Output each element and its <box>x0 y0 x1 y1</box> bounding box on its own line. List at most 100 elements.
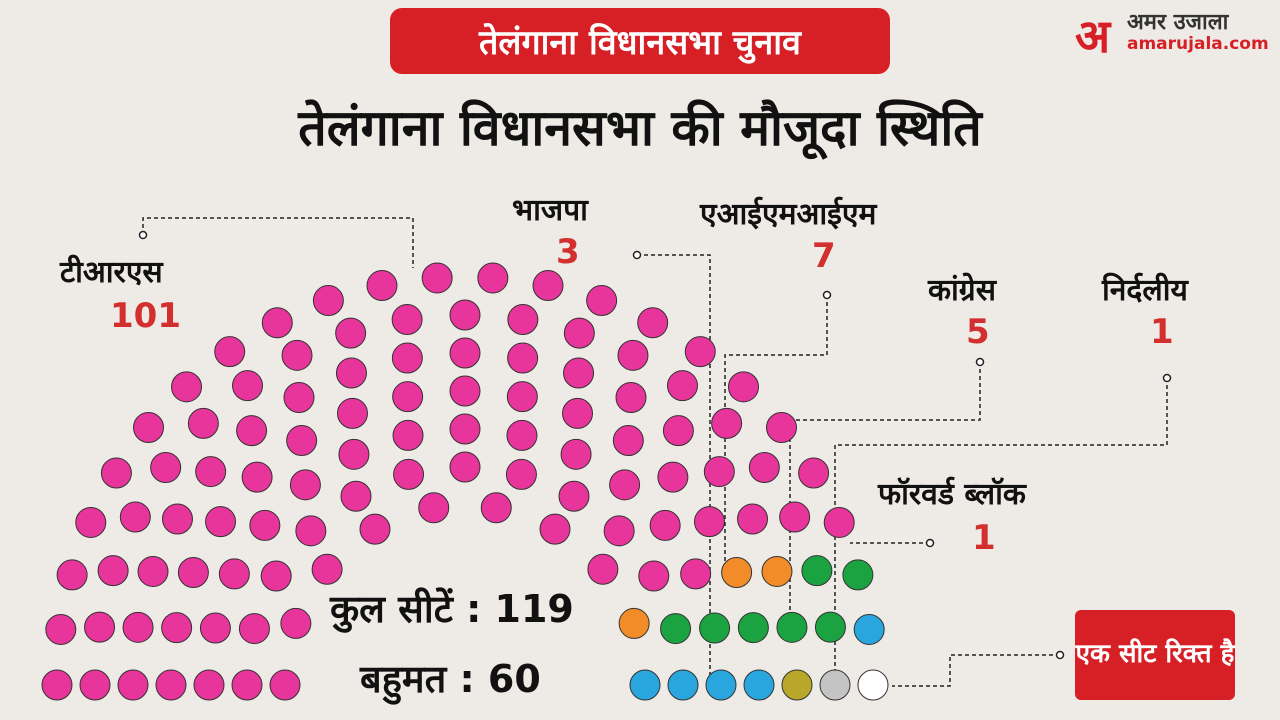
party-name: भाजपा <box>512 193 588 228</box>
seat <box>195 456 227 488</box>
seat <box>629 669 661 701</box>
seat <box>214 336 246 368</box>
seat <box>391 304 423 336</box>
seat <box>558 480 590 512</box>
seat <box>283 381 315 413</box>
seat <box>737 503 769 535</box>
total-seats: कुल सीटें : 119 <box>330 587 574 631</box>
seat <box>117 669 149 701</box>
seat <box>137 555 169 587</box>
seat <box>637 307 669 339</box>
seat <box>617 339 649 371</box>
seat <box>177 556 209 588</box>
seat <box>743 669 775 701</box>
seat <box>779 501 811 533</box>
seat <box>765 412 797 444</box>
seat <box>684 336 716 368</box>
seat <box>359 513 391 545</box>
seat <box>241 461 273 493</box>
seat <box>842 559 874 591</box>
seat <box>563 357 595 389</box>
leader-line <box>724 295 828 575</box>
seat <box>260 560 292 592</box>
seat <box>612 425 644 457</box>
logo: अ अमर उजाला amarujala.com <box>1075 4 1275 63</box>
seat <box>819 669 851 701</box>
seat <box>761 555 793 587</box>
seat <box>295 515 327 547</box>
seat <box>603 515 635 547</box>
logo-name: अमर उजाला <box>1127 10 1229 35</box>
seat <box>721 556 753 588</box>
seat <box>823 506 855 538</box>
party-seats <box>781 669 813 701</box>
party-name: निर्दलीय <box>1102 273 1188 308</box>
leader-line <box>142 217 414 268</box>
leader-lines <box>142 217 1168 687</box>
seat <box>218 558 250 590</box>
badge: तेलंगाना विधानसभा चुनाव <box>390 8 890 74</box>
seat <box>150 452 182 484</box>
seat <box>667 669 699 701</box>
seat <box>776 611 808 643</box>
vacant-label: एक सीट रिक्त है <box>1075 610 1235 700</box>
seat <box>727 371 759 403</box>
seat <box>286 425 318 457</box>
seat <box>84 611 116 643</box>
party-seats <box>629 613 885 701</box>
seat <box>161 612 193 644</box>
seat <box>232 370 264 402</box>
seat <box>392 419 424 451</box>
seat <box>122 611 154 643</box>
seat <box>289 469 321 501</box>
seat <box>449 337 481 369</box>
seat <box>505 458 537 490</box>
leader-dot <box>1055 650 1065 660</box>
seat <box>249 509 281 541</box>
party-seats <box>660 555 874 645</box>
logo-mark: अ <box>1075 9 1111 63</box>
seat <box>100 457 132 489</box>
seat <box>338 438 370 470</box>
seat <box>737 612 769 644</box>
seat <box>480 492 512 524</box>
seat <box>392 381 424 413</box>
seat <box>340 480 372 512</box>
majority: बहुमत : 60 <box>360 657 541 701</box>
seat <box>75 506 107 538</box>
leader-dot <box>138 230 148 240</box>
seat <box>161 503 193 535</box>
seat <box>857 669 889 701</box>
seat <box>693 506 725 538</box>
seat <box>311 553 343 585</box>
seat <box>638 560 670 592</box>
seat <box>666 370 698 402</box>
leader-dot <box>925 538 935 548</box>
party-seats <box>857 669 889 701</box>
leader-dot <box>822 290 832 300</box>
seat <box>449 299 481 331</box>
party-name: कांग्रेस <box>928 273 997 308</box>
seat <box>79 669 111 701</box>
seat <box>506 381 538 413</box>
party-seats <box>819 669 851 701</box>
seat <box>532 270 564 302</box>
seats <box>41 262 889 701</box>
seat-count: 101 <box>110 296 181 336</box>
seat <box>393 458 425 490</box>
seat <box>261 307 293 339</box>
seat <box>238 613 270 645</box>
seat <box>615 381 647 413</box>
seat <box>187 407 219 439</box>
seat <box>853 613 885 645</box>
title: तेलंगाना विधानसभा की मौजूदा स्थिति <box>298 99 982 157</box>
seat <box>539 513 571 545</box>
seat <box>133 412 165 444</box>
seat <box>391 342 423 374</box>
seat <box>119 501 151 533</box>
seat <box>56 559 88 591</box>
seat <box>705 669 737 701</box>
seat <box>418 492 450 524</box>
seat-count: 7 <box>812 236 836 276</box>
